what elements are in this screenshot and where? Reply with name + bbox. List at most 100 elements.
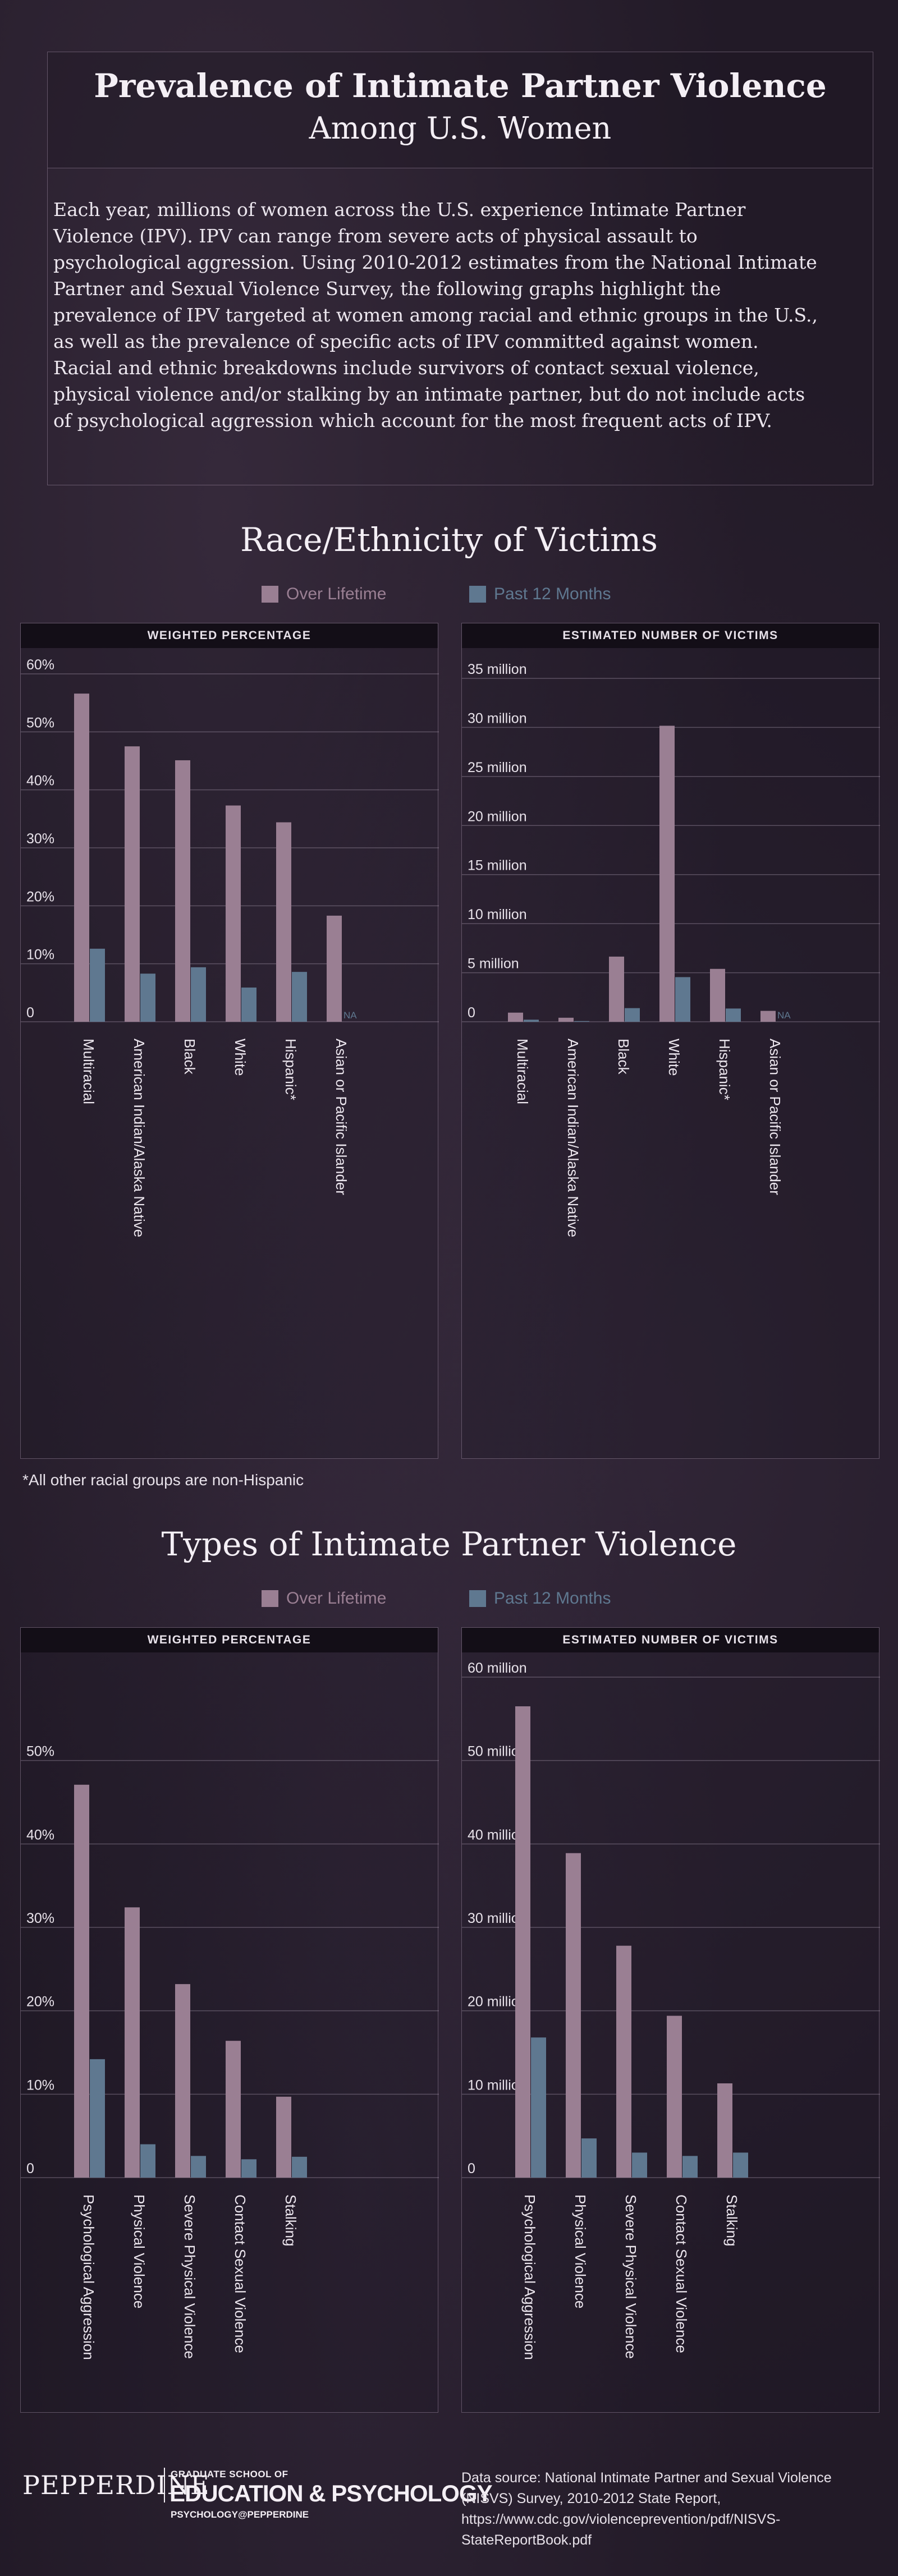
y-tick-label: 20% bbox=[26, 1994, 54, 2010]
y-tick-label: 30% bbox=[26, 1911, 54, 1926]
bar-past12 bbox=[292, 2156, 307, 2178]
category-label: Multiracial bbox=[514, 1039, 531, 1104]
category-label: Severe Physical Violence bbox=[622, 2194, 639, 2359]
bar-lifetime bbox=[226, 805, 241, 1022]
category-label: Severe Physical Violence bbox=[181, 2194, 198, 2359]
race-section-title: Race/Ethnicity of Victims bbox=[240, 521, 658, 559]
bar-lifetime bbox=[760, 1011, 776, 1022]
y-tick-label: 60% bbox=[26, 657, 54, 673]
legend-swatch-past12 bbox=[469, 1590, 486, 1607]
bar-past12 bbox=[625, 1008, 640, 1022]
bar-lifetime bbox=[659, 725, 675, 1022]
race-legend: Over Lifetime Past 12 Months bbox=[0, 585, 898, 607]
bar-past12 bbox=[531, 2037, 546, 2178]
logo-divider bbox=[164, 2468, 165, 2502]
y-tick-label: 10% bbox=[26, 2077, 54, 2093]
chart-title: WEIGHTED PERCENTAGE bbox=[21, 623, 438, 648]
category-label: Stalking bbox=[723, 2194, 740, 2247]
category-label: American Indian/Alaska Native bbox=[565, 1039, 581, 1237]
bar-past12 bbox=[682, 2156, 698, 2178]
bar-lifetime bbox=[276, 2096, 291, 2178]
types-section-title: Types of Intimate Partner Violence bbox=[161, 1525, 737, 1563]
chart-panel-types-percentage: WEIGHTED PERCENTAGE 0 10% 20% 30% 40% 50% Psyc… bbox=[20, 1627, 439, 2413]
category-label: Psychological Aggression bbox=[521, 2194, 538, 2360]
chart-title: ESTIMATED NUMBER OF VICTIMS bbox=[462, 1628, 879, 1652]
category-label: Black bbox=[615, 1039, 632, 1075]
chart-title: WEIGHTED PERCENTAGE bbox=[21, 1628, 438, 1652]
y-tick-label: 0 bbox=[468, 1005, 475, 1021]
category-label: White bbox=[232, 1039, 249, 1076]
bar-past12 bbox=[191, 2156, 206, 2178]
page-title: Prevalence of Intimate Partner Violence bbox=[94, 67, 827, 105]
bar-past12 bbox=[581, 2138, 597, 2178]
logo-school-name: EDUCATION & PSYCHOLOGY bbox=[169, 2480, 493, 2506]
legend-swatch-lifetime bbox=[262, 1590, 278, 1607]
bar-lifetime bbox=[175, 1984, 190, 2178]
y-tick-label: 10 million bbox=[468, 907, 527, 922]
legend-item-lifetime: Over Lifetime bbox=[262, 585, 386, 604]
y-tick-label: 0 bbox=[26, 1005, 34, 1021]
category-label: Psychological Aggression bbox=[80, 2194, 97, 2360]
bar-past12 bbox=[241, 2159, 256, 2178]
bar-past12 bbox=[726, 1008, 741, 1022]
bar-past12 bbox=[241, 988, 256, 1022]
chart-race-percentage: 0 10% 20% 30% 40% 50% 60% Multiracial American I… bbox=[21, 657, 439, 1237]
bar-lifetime bbox=[74, 694, 89, 1022]
legend-label-past12: Past 12 Months bbox=[494, 585, 611, 603]
bar-past12 bbox=[191, 967, 206, 1022]
chart-panel-race-number: ESTIMATED NUMBER OF VICTIMS 0 5 million 10… bbox=[461, 623, 880, 1459]
category-label: Hispanic* bbox=[282, 1039, 299, 1100]
logo-tagline: PSYCHOLOGY@PEPPERDINE bbox=[171, 2509, 309, 2520]
y-tick-label: 15 million bbox=[468, 858, 527, 874]
legend-item-past12: Past 12 Months bbox=[469, 1589, 611, 1608]
legend-item-lifetime: Over Lifetime bbox=[262, 1589, 386, 1608]
bar-past12 bbox=[292, 972, 307, 1022]
category-label: Asian or Pacific Islander bbox=[333, 1039, 350, 1195]
bar-lifetime bbox=[175, 760, 190, 1022]
category-label: Hispanic* bbox=[716, 1039, 733, 1100]
data-source: Data source: National Intimate Partner a… bbox=[461, 2470, 832, 2548]
legend-label-past12: Past 12 Months bbox=[494, 1589, 611, 1608]
y-tick-label: 35 million bbox=[468, 662, 527, 677]
footnote: *All other racial groups are non-Hispani… bbox=[22, 1471, 304, 1489]
bar-lifetime bbox=[508, 1012, 523, 1022]
chart-types-percentage: 0 10% 20% 30% 40% 50% Psychological Aggression… bbox=[21, 1744, 439, 2360]
bar-lifetime bbox=[74, 1784, 89, 2178]
bar-past12 bbox=[90, 948, 105, 1022]
y-tick-label: 60 million bbox=[468, 1660, 527, 1676]
intro-paragraph: Each year, millions of women across the … bbox=[53, 199, 818, 431]
bar-lifetime bbox=[515, 1706, 530, 2178]
bar-past12 bbox=[90, 2059, 105, 2178]
y-tick-label: 30 million bbox=[468, 710, 527, 726]
category-label: Contact Sexual Violence bbox=[232, 2194, 249, 2353]
y-tick-label: 50% bbox=[26, 715, 54, 731]
legend-item-past12: Past 12 Months bbox=[469, 585, 611, 604]
bar-past12 bbox=[524, 1020, 539, 1022]
bar-past12 bbox=[675, 977, 690, 1022]
legend-swatch-lifetime bbox=[262, 586, 278, 603]
category-label: Contact Sexual Violence bbox=[673, 2194, 690, 2353]
category-label: Black bbox=[181, 1039, 198, 1075]
bar-past12 bbox=[140, 2144, 155, 2178]
na-label: NA bbox=[343, 1010, 357, 1021]
bar-lifetime bbox=[566, 1853, 581, 2178]
pepperdine-logo: PEPPERDINE bbox=[22, 2470, 210, 2500]
y-tick-label: 20% bbox=[26, 889, 54, 904]
y-tick-label: 5 million bbox=[468, 956, 519, 972]
y-tick-label: 50% bbox=[26, 1744, 54, 1760]
bar-past12 bbox=[574, 1021, 589, 1022]
bar-past12 bbox=[632, 2152, 647, 2178]
legend-label-lifetime: Over Lifetime bbox=[286, 1589, 387, 1608]
logo-school-line: GRADUATE SCHOOL OF bbox=[171, 2469, 288, 2479]
y-tick-label: 0 bbox=[468, 2161, 475, 2176]
y-tick-label: 10% bbox=[26, 947, 54, 963]
category-label: Asian or Pacific Islander bbox=[767, 1039, 784, 1195]
bar-lifetime bbox=[327, 915, 342, 1022]
legend-swatch-past12 bbox=[469, 586, 486, 603]
na-label: NA bbox=[777, 1010, 791, 1021]
chart-race-number: 0 5 million 10 million 15 million 20 million… bbox=[462, 662, 880, 1237]
legend-label-lifetime: Over Lifetime bbox=[286, 585, 387, 603]
y-tick-label: 40% bbox=[26, 1827, 54, 1843]
category-label: White bbox=[666, 1039, 682, 1076]
types-legend: Over Lifetime Past 12 Months bbox=[0, 1589, 898, 1611]
